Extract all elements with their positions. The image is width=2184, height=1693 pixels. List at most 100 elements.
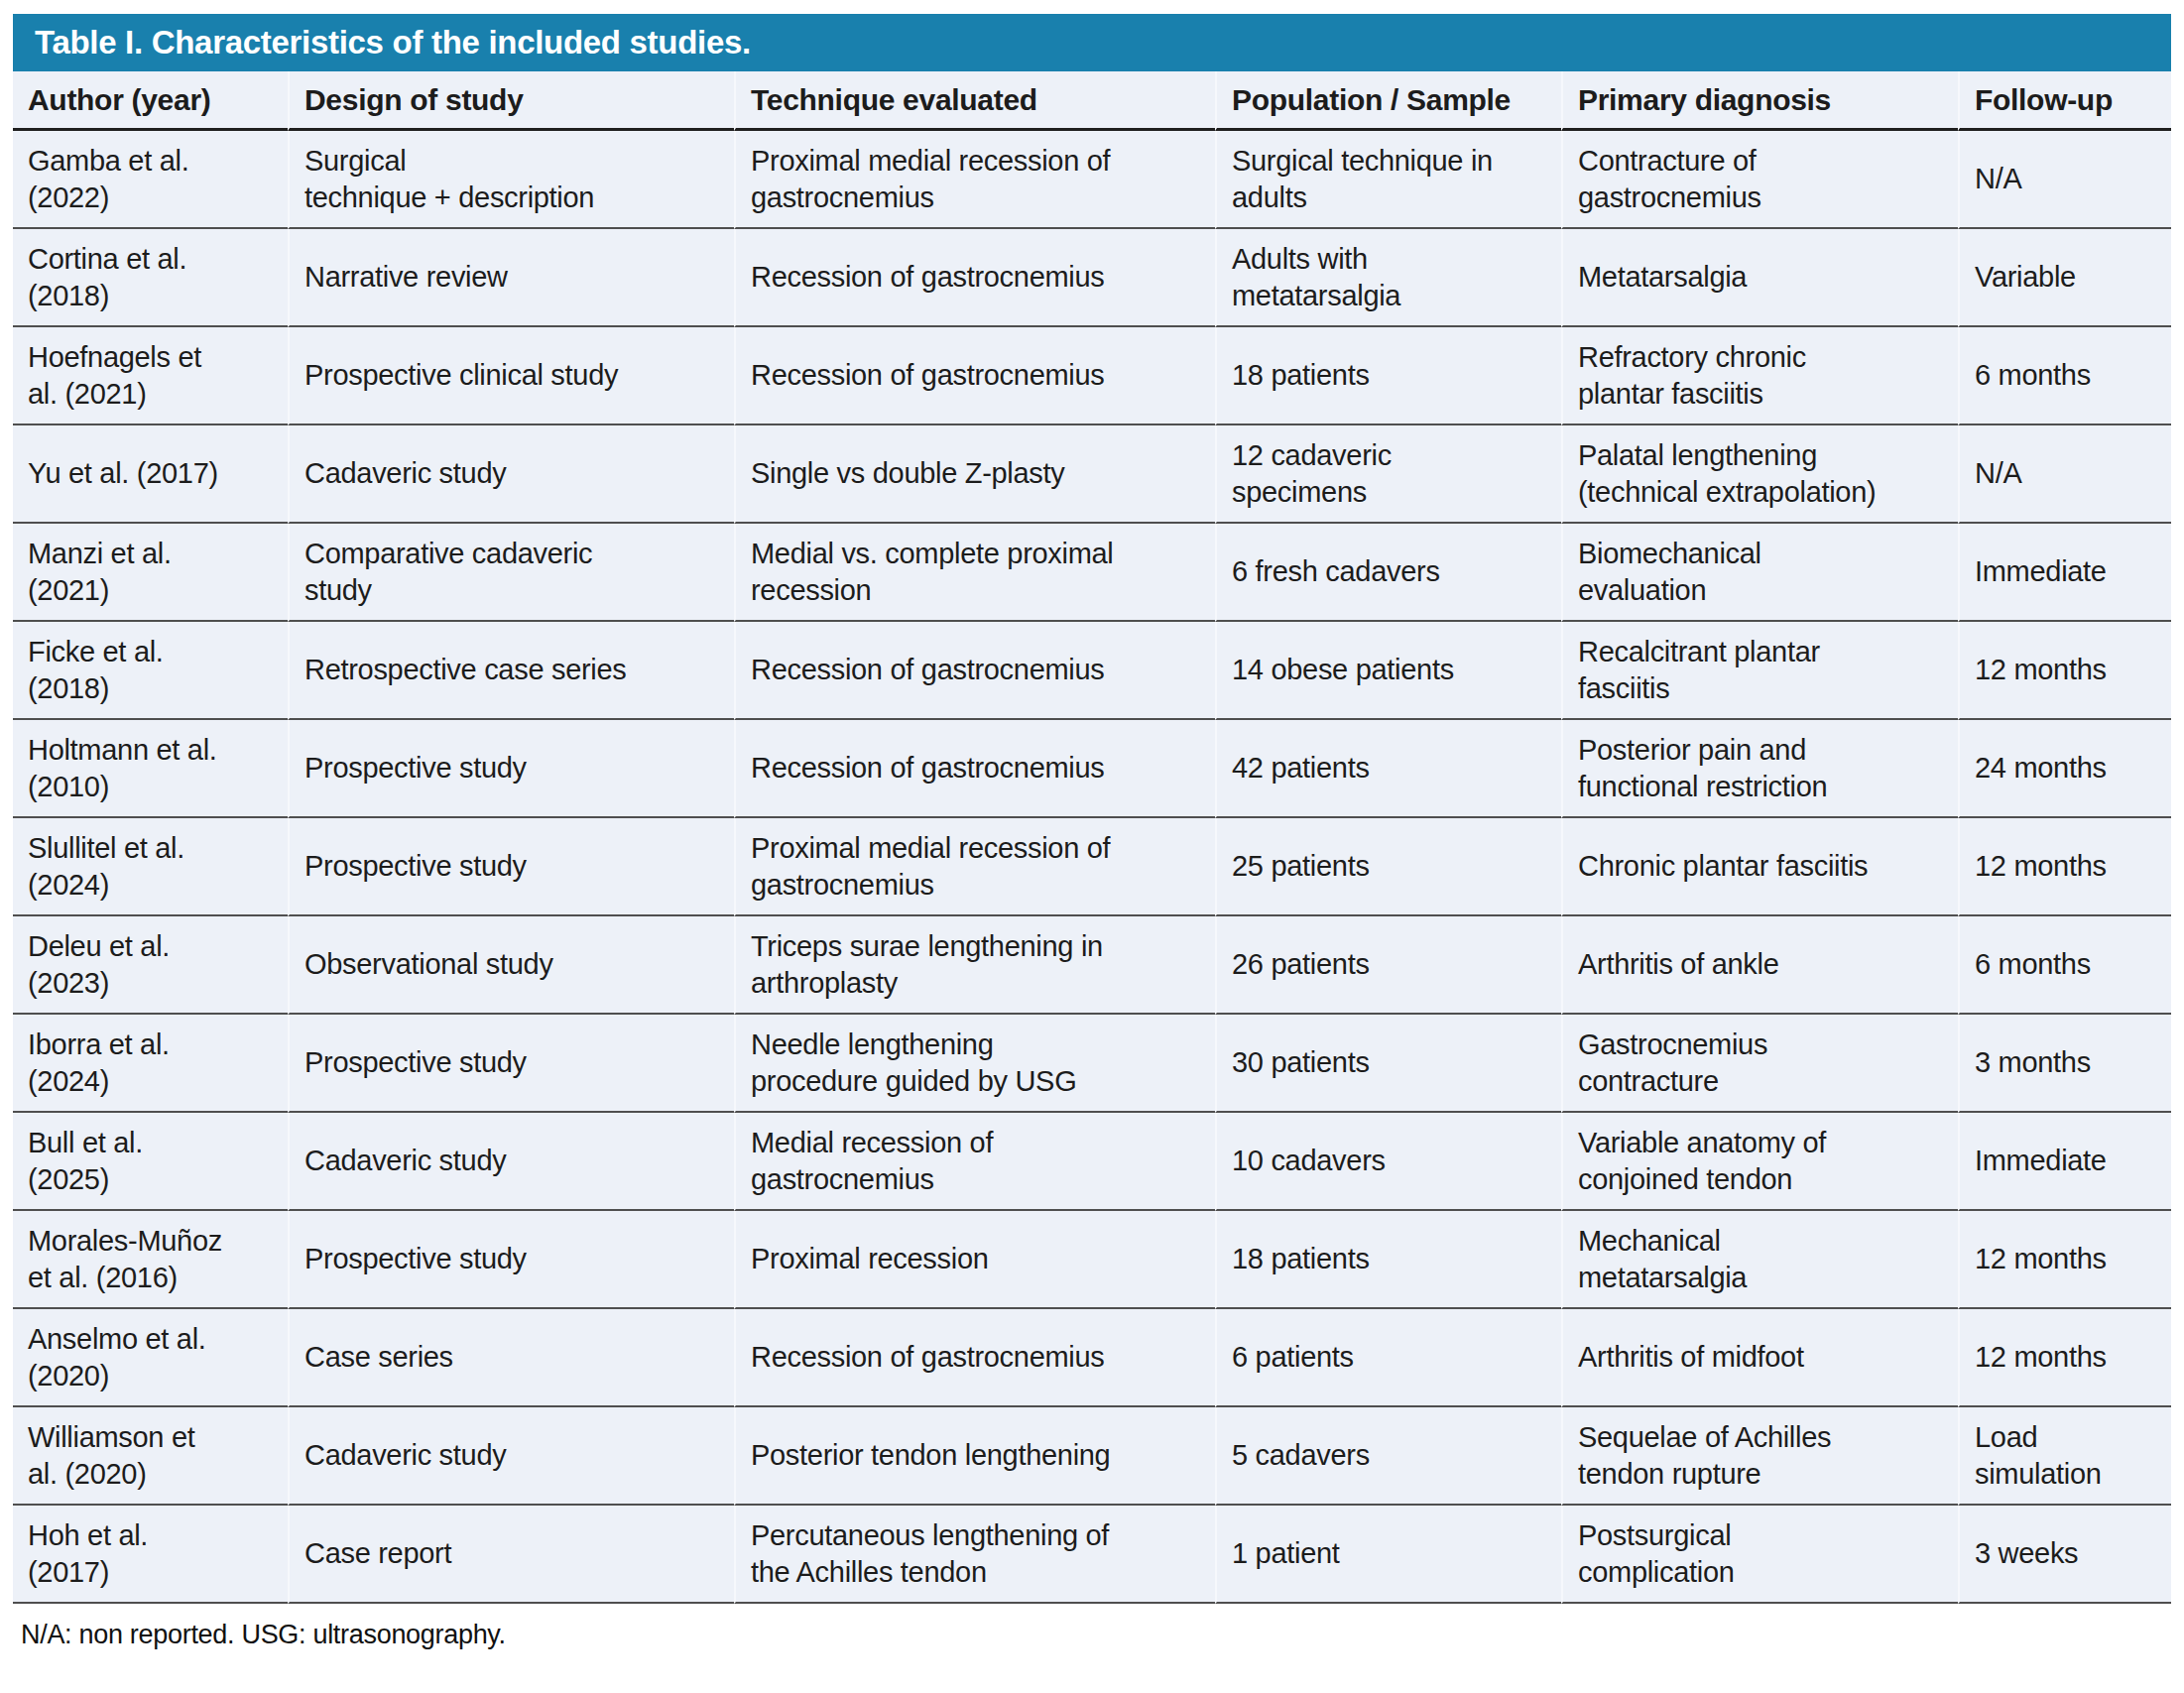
page: Table I. Characteristics of the included…: [0, 0, 2184, 1650]
cell-diagnosis: Contracture of gastrocnemius: [1561, 131, 1958, 229]
cell-technique: Proximal medial recession of gastrocnemi…: [734, 818, 1215, 916]
cell-followup: 6 months: [1958, 327, 2171, 425]
col-header-technique: Technique evaluated: [734, 71, 1215, 131]
cell-author: Hoh et al. (2017): [13, 1506, 288, 1604]
cell-design: Prospective clinical study: [288, 327, 734, 425]
table-row: Deleu et al. (2023)Observational studyTr…: [13, 916, 2171, 1015]
studies-table: Author (year) Design of study Technique …: [13, 71, 2171, 1604]
cell-technique: Posterior tendon lengthening: [734, 1407, 1215, 1506]
table-row: Hoh et al. (2017)Case reportPercutaneous…: [13, 1506, 2171, 1604]
cell-followup: 12 months: [1958, 1211, 2171, 1309]
table-row: Hoefnagels et al. (2021)Prospective clin…: [13, 327, 2171, 425]
cell-design: Prospective study: [288, 1015, 734, 1113]
table-row: Morales-Muñoz et al. (2016)Prospective s…: [13, 1211, 2171, 1309]
cell-population: 18 patients: [1215, 1211, 1561, 1309]
cell-followup: 3 months: [1958, 1015, 2171, 1113]
cell-author: Anselmo et al. (2020): [13, 1309, 288, 1407]
cell-author: Gamba et al. (2022): [13, 131, 288, 229]
cell-design: Comparative cadaveric study: [288, 524, 734, 622]
cell-technique: Recession of gastrocnemius: [734, 720, 1215, 818]
table-row: Cortina et al. (2018)Narrative reviewRec…: [13, 229, 2171, 327]
cell-followup: Immediate: [1958, 524, 2171, 622]
cell-population: 18 patients: [1215, 327, 1561, 425]
cell-followup: 24 months: [1958, 720, 2171, 818]
cell-author: Holtmann et al. (2010): [13, 720, 288, 818]
cell-followup: 12 months: [1958, 1309, 2171, 1407]
cell-author: Morales-Muñoz et al. (2016): [13, 1211, 288, 1309]
cell-technique: Recession of gastrocnemius: [734, 327, 1215, 425]
cell-technique: Recession of gastrocnemius: [734, 229, 1215, 327]
cell-population: 12 cadaveric specimens: [1215, 425, 1561, 524]
cell-design: Prospective study: [288, 818, 734, 916]
cell-population: 6 patients: [1215, 1309, 1561, 1407]
table-title: Table I. Characteristics of the included…: [35, 24, 751, 61]
cell-design: Observational study: [288, 916, 734, 1015]
cell-population: 25 patients: [1215, 818, 1561, 916]
cell-design: Prospective study: [288, 720, 734, 818]
cell-followup: Immediate: [1958, 1113, 2171, 1211]
cell-diagnosis: Gastrocnemius contracture: [1561, 1015, 1958, 1113]
cell-diagnosis: Postsurgical complication: [1561, 1506, 1958, 1604]
cell-diagnosis: Recalcitrant plantar fasciitis: [1561, 622, 1958, 720]
cell-followup: 3 weeks: [1958, 1506, 2171, 1604]
table-row: Gamba et al. (2022)Surgical technique + …: [13, 131, 2171, 229]
cell-design: Case report: [288, 1506, 734, 1604]
cell-design: Case series: [288, 1309, 734, 1407]
cell-author: Manzi et al. (2021): [13, 524, 288, 622]
header-row: Author (year) Design of study Technique …: [13, 71, 2171, 131]
cell-diagnosis: Palatal lengthening (technical extrapola…: [1561, 425, 1958, 524]
cell-author: Iborra et al. (2024): [13, 1015, 288, 1113]
cell-technique: Recession of gastrocnemius: [734, 1309, 1215, 1407]
cell-technique: Medial recession of gastrocnemius: [734, 1113, 1215, 1211]
col-header-design: Design of study: [288, 71, 734, 131]
cell-author: Deleu et al. (2023): [13, 916, 288, 1015]
table-row: Bull et al. (2025)Cadaveric studyMedial …: [13, 1113, 2171, 1211]
cell-technique: Recession of gastrocnemius: [734, 622, 1215, 720]
cell-diagnosis: Chronic plantar fasciitis: [1561, 818, 1958, 916]
table-row: Slullitel et al. (2024)Prospective study…: [13, 818, 2171, 916]
cell-technique: Percutaneous lengthening of the Achilles…: [734, 1506, 1215, 1604]
cell-population: 6 fresh cadavers: [1215, 524, 1561, 622]
cell-diagnosis: Arthritis of midfoot: [1561, 1309, 1958, 1407]
cell-design: Retrospective case series: [288, 622, 734, 720]
cell-design: Cadaveric study: [288, 1113, 734, 1211]
cell-author: Bull et al. (2025): [13, 1113, 288, 1211]
cell-followup: 12 months: [1958, 622, 2171, 720]
cell-design: Cadaveric study: [288, 425, 734, 524]
col-header-population: Population / Sample: [1215, 71, 1561, 131]
cell-design: Surgical technique + description: [288, 131, 734, 229]
cell-technique: Proximal medial recession of gastrocnemi…: [734, 131, 1215, 229]
table-footnote: N/A: non reported. USG: ultrasonography.: [21, 1620, 2171, 1650]
cell-diagnosis: Mechanical metatarsalgia: [1561, 1211, 1958, 1309]
cell-population: 10 cadavers: [1215, 1113, 1561, 1211]
cell-diagnosis: Posterior pain and functional restrictio…: [1561, 720, 1958, 818]
cell-followup: 6 months: [1958, 916, 2171, 1015]
cell-diagnosis: Sequelae of Achilles tendon rupture: [1561, 1407, 1958, 1506]
cell-technique: Proximal recession: [734, 1211, 1215, 1309]
cell-followup: Load simulation: [1958, 1407, 2171, 1506]
cell-design: Cadaveric study: [288, 1407, 734, 1506]
table-row: Anselmo et al. (2020)Case seriesRecessio…: [13, 1309, 2171, 1407]
cell-author: Ficke et al. (2018): [13, 622, 288, 720]
cell-population: 42 patients: [1215, 720, 1561, 818]
table-row: Iborra et al. (2024)Prospective studyNee…: [13, 1015, 2171, 1113]
table-title-bar: Table I. Characteristics of the included…: [13, 14, 2171, 71]
table-row: Williamson et al. (2020)Cadaveric studyP…: [13, 1407, 2171, 1506]
cell-author: Williamson et al. (2020): [13, 1407, 288, 1506]
cell-population: Adults with metatarsalgia: [1215, 229, 1561, 327]
cell-population: 26 patients: [1215, 916, 1561, 1015]
cell-followup: 12 months: [1958, 818, 2171, 916]
col-header-author: Author (year): [13, 71, 288, 131]
cell-author: Yu et al. (2017): [13, 425, 288, 524]
cell-population: Surgical technique in adults: [1215, 131, 1561, 229]
table-body: Gamba et al. (2022)Surgical technique + …: [13, 131, 2171, 1604]
cell-population: 30 patients: [1215, 1015, 1561, 1113]
cell-followup: N/A: [1958, 131, 2171, 229]
cell-author: Cortina et al. (2018): [13, 229, 288, 327]
cell-population: 1 patient: [1215, 1506, 1561, 1604]
cell-design: Prospective study: [288, 1211, 734, 1309]
cell-population: 14 obese patients: [1215, 622, 1561, 720]
cell-diagnosis: Metatarsalgia: [1561, 229, 1958, 327]
cell-technique: Medial vs. complete proximal recession: [734, 524, 1215, 622]
table-row: Holtmann et al. (2010)Prospective studyR…: [13, 720, 2171, 818]
